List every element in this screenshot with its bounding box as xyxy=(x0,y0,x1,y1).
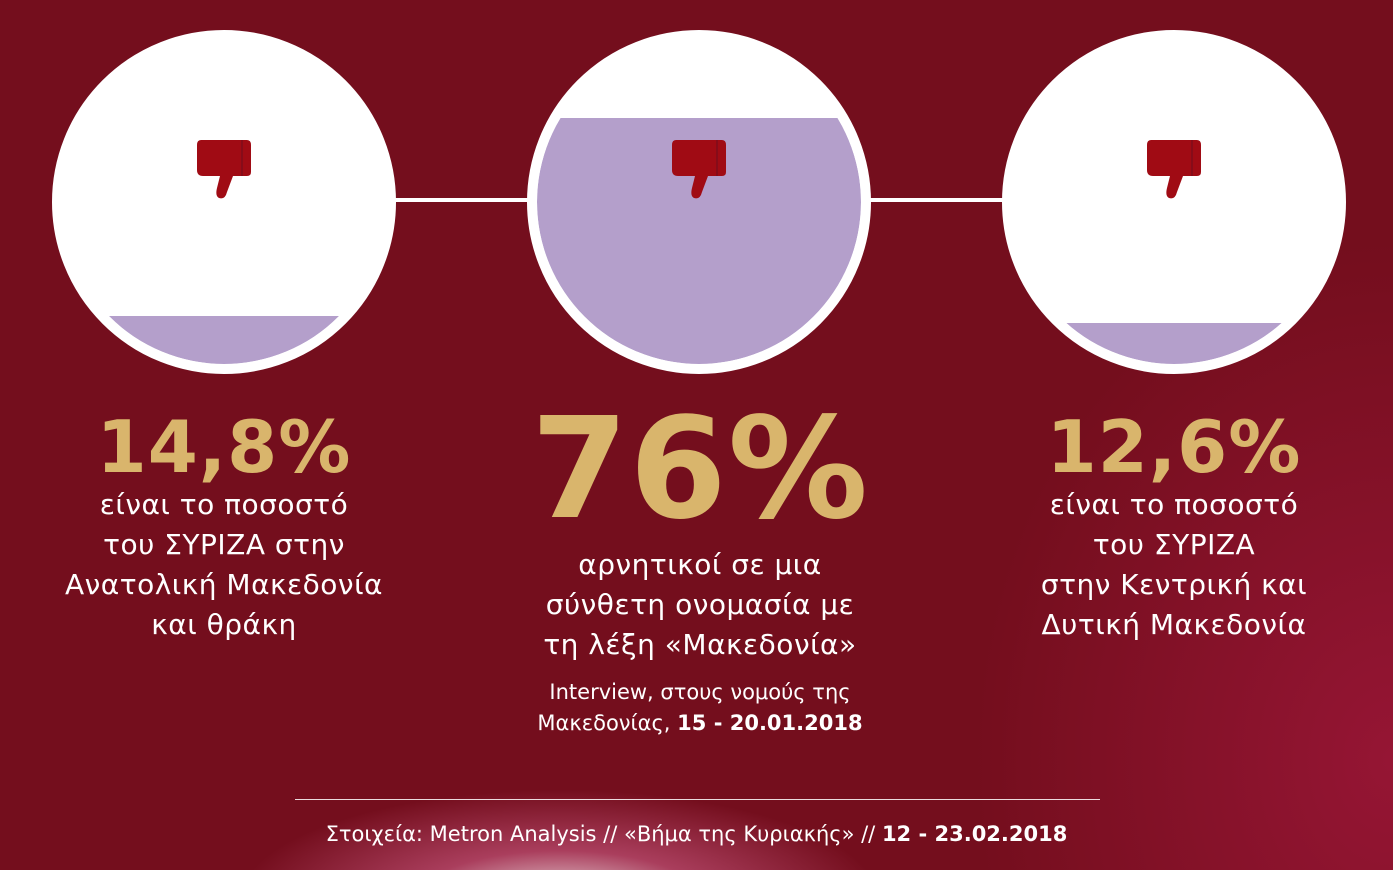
percentage-value-1: 14,8% xyxy=(96,405,352,489)
thumbs-down-icon xyxy=(1147,140,1201,199)
percentage-circle-3 xyxy=(1002,30,1346,374)
footer-divider xyxy=(295,799,1100,800)
percentage-circle-2 xyxy=(527,30,871,374)
description-1: είναι το ποσοστό του ΣΥΡΙΖΑ στην Ανατολι… xyxy=(24,485,424,645)
description-line: είναι το ποσοστό xyxy=(99,488,349,521)
description-line: στην Κεντρική και xyxy=(1040,568,1308,601)
survey-source-line-2: Μακεδονίας, 15 - 20.01.2018 xyxy=(480,708,920,739)
fill-level-1 xyxy=(62,316,386,364)
description-line: σύνθετη ονομασία με xyxy=(545,588,855,621)
percentage-value-2: 76% xyxy=(530,388,870,551)
survey-source-line-1: Interview, στους νομούς της xyxy=(549,680,851,704)
connector-line-left xyxy=(384,198,564,202)
description-line: του ΣΥΡΙΖΑ xyxy=(1092,528,1256,561)
footer-credit-text: Στοιχεία: Metron Analysis // «Βήμα της Κ… xyxy=(325,822,882,846)
survey-source-date: 15 - 20.01.2018 xyxy=(677,711,863,735)
survey-source: Interview, στους νομούς της Μακεδονίας, … xyxy=(480,677,920,739)
thumbs-down-icon xyxy=(197,140,251,199)
thumbs-down-icon xyxy=(672,140,726,199)
footer-credit: Στοιχεία: Metron Analysis // «Βήμα της Κ… xyxy=(0,818,1393,850)
footer-credit-date: 12 - 23.02.2018 xyxy=(881,822,1068,846)
description-line: είναι το ποσοστό xyxy=(1049,488,1299,521)
description-line: αρνητικοί σε μια xyxy=(578,548,822,581)
description-line: και θράκη xyxy=(151,608,297,641)
description-2: αρνητικοί σε μια σύνθετη ονομασία με τη … xyxy=(498,545,902,665)
description-line: Ανατολική Μακεδονία xyxy=(64,568,384,601)
percentage-circle-1 xyxy=(52,30,396,374)
connector-line-right xyxy=(858,198,1018,202)
percentage-value-3: 12,6% xyxy=(1046,405,1302,489)
survey-source-text: Μακεδονίας, xyxy=(537,711,678,735)
description-3: είναι το ποσοστό του ΣΥΡΙΖΑ στην Κεντρικ… xyxy=(974,485,1374,645)
description-line: του ΣΥΡΙΖΑ στην xyxy=(103,528,345,561)
description-line: Δυτική Μακεδονία xyxy=(1041,608,1307,641)
fill-level-3 xyxy=(1012,323,1336,364)
description-line: τη λέξη «Μακεδονία» xyxy=(543,628,857,661)
